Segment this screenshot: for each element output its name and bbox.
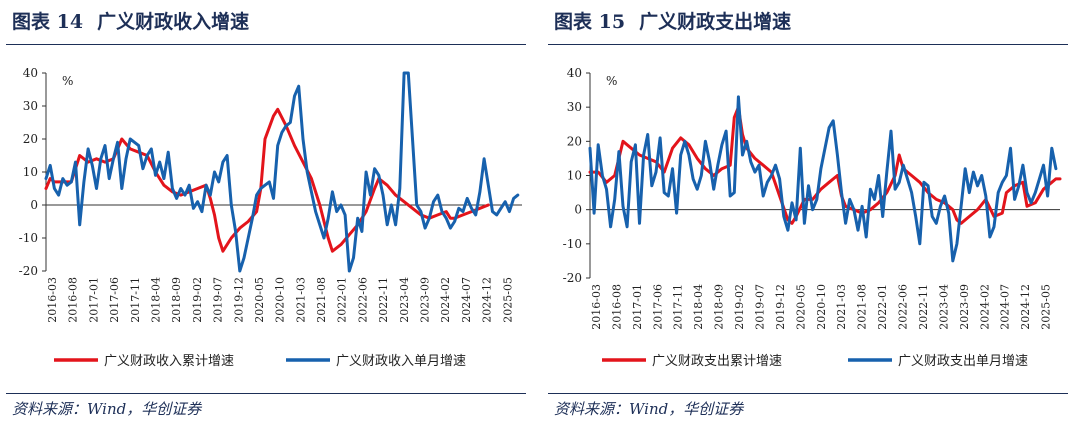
figure-14-x-tick-label: 2024-12 [481,277,494,323]
figure-15-series-line-cumulative [588,105,1062,225]
figure-15-bottom-rule [548,393,1068,394]
figure-15-x-tick-label: 2022-11 [917,284,930,330]
figure-15-x-tick-label: 2021-03 [835,284,848,330]
figure-15-x-tick-label: 2022-01 [876,284,889,330]
figure-15-unit-label: % [606,74,617,88]
figure-14-source: 资料来源：Wind，华创证券 [12,400,202,418]
figure-15-y-tick-label: 0 [574,203,582,217]
figure-14-title: 图表 14 广义财政收入增速 [12,7,249,34]
figure-15-x-tick-label: 2024-02 [978,284,991,330]
figure-15-y-tick-label: 40 [567,66,582,80]
figure-14-y-tick-label: 20 [23,132,38,146]
figure-14-y-tick-label: 10 [23,165,38,179]
figure-14-x-tick-label: 2017-01 [87,277,100,323]
figure-15-x-tick-label: 2023-09 [958,284,971,330]
figure-15-x-tick-label: 2017-06 [651,284,664,330]
figure-14-y-tick-label: -10 [19,231,38,245]
figure-14-unit-label: % [62,74,73,88]
figure-15-x-tick-label: 2020-05 [794,284,807,330]
figure-14-x-tick-label: 2022-06 [356,277,369,323]
figure-14-x-tick-label: 2018-04 [149,277,162,323]
figure-14-x-tick-label: 2019-07 [212,277,225,323]
figure-15-x-tick-label: 2017-01 [631,284,644,330]
figure-14-x-tick-label: 2017-06 [108,277,121,323]
figure-14-legend-label: 广义财政收入累计增速 [104,354,234,369]
figure-15-x-tick-label: 2024-12 [1019,284,1032,330]
figure-15-x-tick-label: 2017-11 [672,284,685,330]
figure-14-x-tick-label: 2021-08 [315,277,328,323]
figure-15-y-tick-label: 30 [567,100,582,114]
figure-15-top-rule [548,44,1068,45]
figure-15-x-tick-label: 2019-12 [774,284,787,330]
figure-15-x-tick-label: 2019-02 [733,284,746,330]
figure-15-chart: 40 30 20 10 0 -10 -20% 2016-03 2016-08 2017-01 201… [563,66,1062,369]
figure-14-y-tick-label: 0 [30,198,38,212]
figure-15-x-tick-label: 2016-03 [590,284,603,330]
figure-15-x-tick-label: 2024-07 [999,284,1012,330]
figure-14-y-tick-label: 40 [23,66,38,80]
figure-14-x-tick-label: 2020-10 [274,277,287,323]
figure-14-series-line-monthly [44,71,520,273]
figure-14-x-tick-label: 2023-09 [419,277,432,323]
figure-14-panel: 图表 14 广义财政收入增速 40 30 20 10 0 -10 -20% 2016-03 201… [6,0,536,432]
figure-14-x-tick-label: 2016-08 [67,277,80,323]
figure-15-y-tick-label: -20 [563,271,582,285]
figure-15-x-tick-label: 2022-06 [897,284,910,330]
figure-14-x-tick-label: 2024-02 [439,277,452,323]
figure-14-x-tick-label: 2019-12 [232,277,245,323]
figure-14-x-tick-label: 2021-03 [294,277,307,323]
figure-14-number: 图表 14 [12,11,84,33]
figure-15-x-tick-label: 2018-09 [713,284,726,330]
figure-15-series-line-monthly [588,95,1058,263]
figure-15-x-tick-label: 2025-05 [1040,284,1053,330]
figure-15-legend-label: 广义财政支出单月增速 [898,354,1028,369]
figure-14-x-tick-label: 2018-09 [170,277,183,323]
figure-14-y-tick-label: -20 [19,264,38,278]
figure-15-source: 资料来源：Wind，华创证券 [554,400,744,418]
figure-15-title-text: 广义财政支出增速 [639,11,792,33]
figure-14-x-tick-label: 2022-11 [377,277,390,323]
figure-15-x-tick-label: 2019-07 [753,284,766,330]
figure-14-title-text: 广义财政收入增速 [97,11,250,33]
figure-14-series-line-cumulative [44,107,490,253]
figure-15-y-tick-label: -10 [563,237,582,251]
figure-14-bottom-rule [6,393,526,394]
figure-15-x-tick-label: 2018-04 [692,284,705,330]
figure-14-x-tick-label: 2025-05 [501,277,514,323]
figure-14-legend-label: 广义财政收入单月增速 [336,354,466,369]
figure-14-top-rule [6,44,526,45]
figure-15-x-tick-label: 2020-10 [815,284,828,330]
figure-14-x-tick-label: 2022-01 [336,277,349,323]
figure-15-y-tick-label: 20 [567,134,582,148]
figure-14-x-tick-label: 2023-04 [398,277,411,323]
figure-15-panel: 图表 15 广义财政支出增速 40 30 20 10 0 -10 -20% 2016-03 201… [548,0,1078,432]
figure-14-x-tick-label: 2024-07 [460,277,473,323]
figure-14-y-tick-label: 30 [23,99,38,113]
figure-14-x-tick-label: 2020-05 [253,277,266,323]
figure-14-x-tick-label: 2019-02 [191,277,204,323]
figure-15-legend-label: 广义财政支出累计增速 [652,354,782,369]
figure-15-number: 图表 15 [554,11,626,33]
figure-14-chart: 40 30 20 10 0 -10 -20% 2016-03 2016-08 2017-01 201… [19,66,522,369]
figure-14-x-tick-label: 2017-11 [129,277,142,323]
figure-15-title: 图表 15 广义财政支出增速 [554,7,791,34]
figure-15-y-tick-label: 10 [567,169,582,183]
figure-15-x-tick-label: 2021-08 [856,284,869,330]
figure-14-x-tick-label: 2016-03 [46,277,59,323]
figure-15-x-tick-label: 2016-08 [610,284,623,330]
figure-15-x-tick-label: 2023-04 [937,284,950,330]
